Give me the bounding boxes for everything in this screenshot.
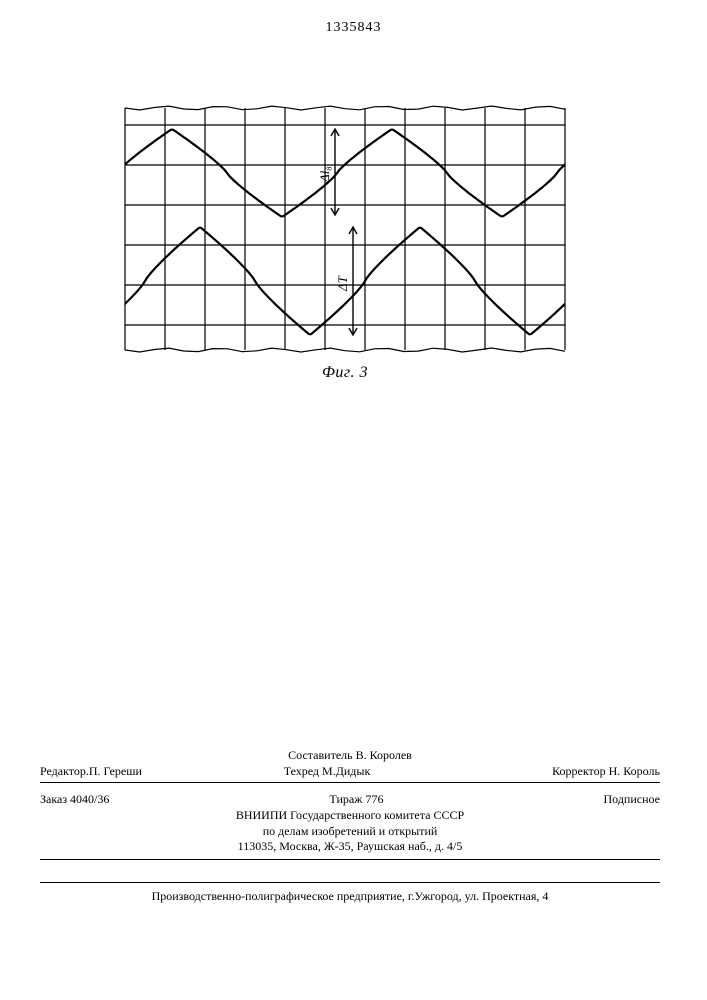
divider — [40, 882, 660, 883]
order-number: Заказ 4040/36 — [40, 792, 109, 808]
footer-editorial-row: Редактор.П. Гереши Техред М.Дидык Коррек… — [40, 764, 660, 785]
compiler: Составитель В. Королев — [40, 748, 660, 764]
corrector: Корректор Н. Король — [552, 764, 660, 780]
editor: Редактор.П. Гереши — [40, 764, 142, 780]
footer-order-row: Заказ 4040/36 Тираж 776 Подписное — [40, 792, 660, 808]
org-line3: 113035, Москва, Ж-35, Раушская наб., д. … — [40, 839, 660, 855]
footer-compiler-row: Составитель В. Королев — [40, 748, 660, 764]
figure-caption: Фиг. 3 — [120, 364, 570, 382]
tech-editor: Техред М.Дидык — [284, 764, 371, 780]
divider — [40, 859, 660, 860]
svg-text:ΔT: ΔT — [335, 275, 350, 292]
press-line: Производственно-полиграфическое предприя… — [40, 889, 660, 905]
footer-press: Производственно-полиграфическое предприя… — [40, 880, 660, 905]
patent-number: 1335843 — [0, 20, 707, 36]
divider — [40, 782, 660, 783]
figure-3: Δl₈ ΔT Фиг. 3 — [120, 100, 570, 382]
footer-org-block: ВНИИПИ Государственного комитета СССР по… — [40, 808, 660, 862]
signed: Подписное — [604, 792, 661, 808]
org-line2: по делам изобретений и открытий — [40, 824, 660, 840]
print-run: Тираж 776 — [329, 792, 383, 808]
svg-text:Δl₈: Δl₈ — [317, 166, 332, 183]
figure-svg: Δl₈ ΔT — [120, 100, 570, 360]
org-line1: ВНИИПИ Государственного комитета СССР — [40, 808, 660, 824]
